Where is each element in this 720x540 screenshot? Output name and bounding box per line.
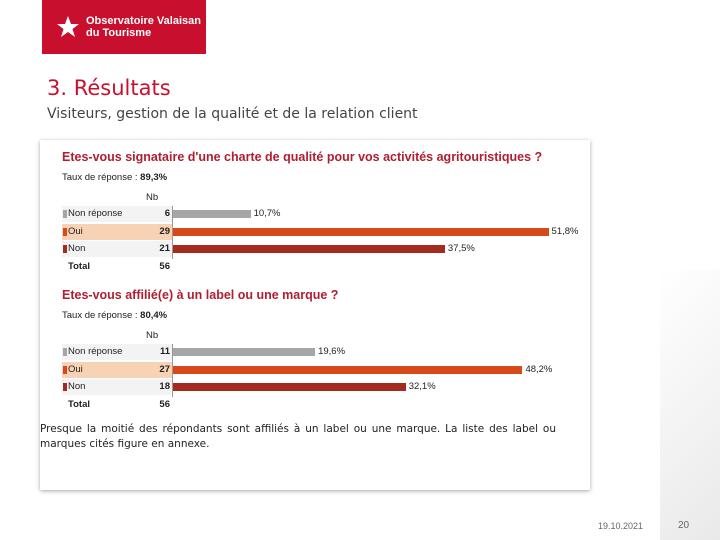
category-label: Oui — [68, 363, 83, 375]
bar — [173, 227, 549, 236]
total-count: 56 — [159, 398, 170, 410]
bar-value-label: 19,6% — [318, 346, 346, 357]
response-rate-label: Taux de réponse : — [62, 310, 141, 321]
table-row: Oui 29 — [62, 223, 172, 240]
logo-line-1: Observatoire Valaisan — [86, 15, 201, 27]
bar-value-label: 10,7% — [253, 208, 281, 219]
category-label: Non réponse — [68, 208, 123, 219]
bar-value-label: 37,5% — [447, 243, 475, 254]
logo: Observatoire Valaisan du Tourisme — [42, 0, 206, 54]
category-color-marker — [63, 245, 67, 253]
table-row: Non 21 — [62, 241, 172, 257]
bar-value-label: 48,2% — [525, 363, 553, 375]
column-header-nb: Nb — [146, 330, 159, 341]
bar-axis — [172, 206, 173, 259]
category-color-marker — [63, 227, 67, 236]
table-row-total: Total 56 — [62, 397, 172, 413]
table-row-total: Total 56 — [62, 259, 172, 275]
table-row: Oui 27 — [62, 361, 172, 378]
table-row: Non réponse 11 — [62, 344, 172, 360]
response-rate: Taux de réponse : 89,3% — [62, 172, 167, 183]
category-label: Non réponse — [68, 346, 123, 357]
chart-title: Etes-vous affilié(e) à un label ou une m… — [62, 288, 339, 302]
total-label: Total — [68, 260, 90, 272]
bar — [173, 383, 406, 391]
category-count: 11 — [159, 346, 170, 357]
total-count: 56 — [159, 260, 170, 272]
bar-axis — [172, 344, 173, 397]
page-number: 20 — [678, 520, 690, 531]
bar-value-label: 51,8% — [551, 225, 579, 237]
table-row: Non réponse 6 — [62, 206, 172, 222]
category-color-marker — [63, 383, 67, 391]
bar — [173, 210, 251, 218]
chart-card: Etes-vous signataire d'une charte de qua… — [40, 140, 590, 490]
bar — [173, 245, 445, 253]
star-icon — [57, 16, 79, 37]
response-rate: Taux de réponse : 80,4% — [62, 310, 167, 321]
chart-title: Etes-vous signataire d'une charte de qua… — [62, 150, 543, 164]
decorative-corner — [660, 270, 720, 540]
category-label: Oui — [68, 225, 83, 237]
category-label: Non — [68, 243, 86, 254]
logo-line-2: du Tourisme — [86, 27, 152, 39]
bar — [173, 348, 316, 356]
category-count: 27 — [159, 363, 170, 375]
footer-date: 19.10.2021 — [598, 521, 644, 531]
body-text: Presque la moitié des répondants sont af… — [40, 423, 556, 450]
response-rate-value: 89,3% — [140, 172, 168, 183]
total-label: Total — [68, 398, 90, 410]
page-title: 3. Résultats — [47, 76, 171, 100]
bar-value-label: 32,1% — [408, 381, 436, 392]
response-rate-value: 80,4% — [140, 310, 168, 321]
category-label: Non — [68, 381, 86, 392]
category-count: 29 — [159, 225, 170, 237]
table-row: Non 18 — [62, 379, 172, 395]
category-count: 21 — [159, 243, 170, 254]
category-count: 6 — [164, 208, 170, 219]
category-color-marker — [63, 210, 67, 218]
logo-text: Observatoire Valaisan du Tourisme — [86, 15, 201, 39]
bar — [173, 365, 523, 374]
category-count: 18 — [159, 381, 170, 392]
category-color-marker — [63, 365, 67, 374]
page-subtitle: Visiteurs, gestion de la qualité et de l… — [47, 106, 418, 122]
response-rate-label: Taux de réponse : — [62, 172, 141, 183]
column-header-nb: Nb — [146, 192, 159, 203]
category-color-marker — [63, 348, 67, 356]
